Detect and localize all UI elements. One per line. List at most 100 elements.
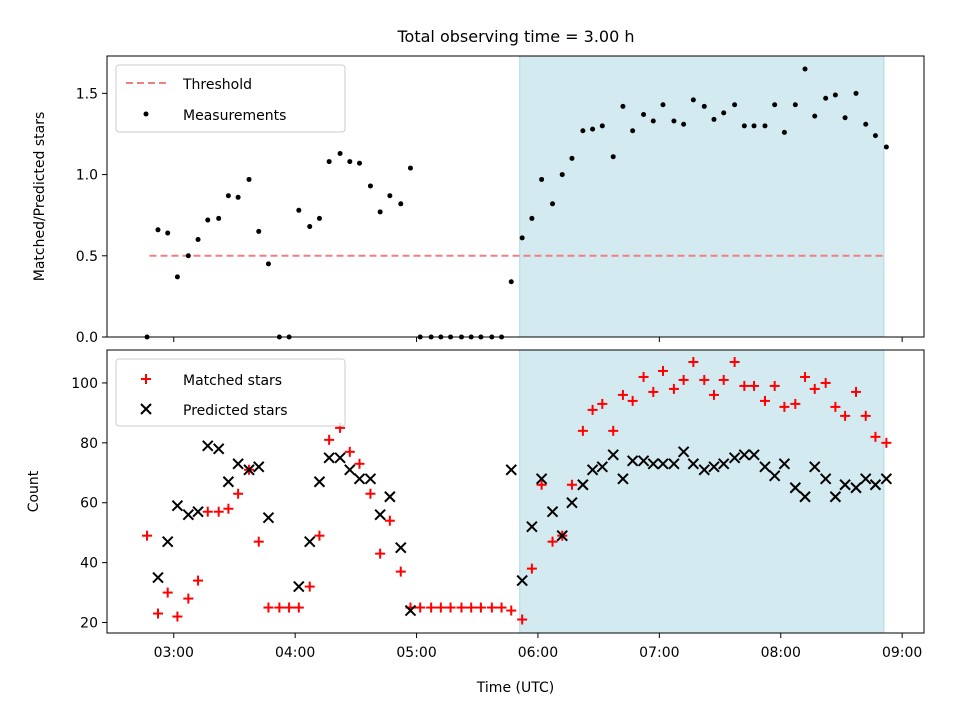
measurement-point [357,160,363,166]
measurement-point [165,230,171,236]
ratio-y-tick-label: 0.5 [76,249,98,265]
matched-star-point [608,425,619,436]
measurement-point [398,201,404,207]
ratio-legend-box [115,64,346,133]
predicted-star-point [586,464,599,476]
count-legend: Matched stars Predicted stars [115,358,346,427]
measurement-point [205,217,211,223]
matched-star-point [536,479,547,490]
matched-star-point [384,515,395,526]
matched-star-point [627,395,638,406]
measurement-point [610,154,616,160]
ratio-panel: 0.0 0.5 1.0 1.5 Matched/Predicted stars Thr… [32,55,925,346]
count-y-tick-label: 100 [71,376,98,392]
marker-stroke [839,479,851,491]
predicted-star-point [253,461,265,473]
count-x-tick-label: 07:00 [639,645,679,661]
matched-star-point [851,386,862,397]
predicted-star-point [617,473,629,485]
matched-star-point [699,374,710,385]
matched-star-point [344,446,355,457]
matched-star-point [456,602,467,613]
matched-star-point [648,386,659,397]
marker-stroke [607,449,619,461]
matched-star-point [466,602,477,613]
ratio-y-tick-label: 0.0 [76,330,98,346]
marker-stroke [657,458,669,470]
predicted-star-point [809,461,821,473]
predicted-star-point [748,449,760,461]
matched-star-point [547,536,558,547]
legend-matched-label: Matched stars [183,373,282,389]
marker-stroke [253,461,265,473]
matched-star-point [830,401,841,412]
matched-star-point [284,602,295,613]
measurement-point [316,215,322,221]
matched-star-point [152,608,163,619]
predicted-star-point [395,541,407,554]
matched-star-point [354,458,365,469]
measurement-point [216,215,222,221]
predicted-star-point [293,580,305,593]
predicted-star-point [161,535,174,548]
count-x-tick-label: 04:00 [275,645,315,661]
marker-stroke [860,473,872,485]
measurement-point [337,150,343,156]
matched-star-point [566,479,577,490]
measurement-point [377,209,383,215]
matched-star-point [183,593,194,604]
legend-predicted-label: Predicted stars [183,403,288,419]
marker-stroke [556,529,568,542]
marker-stroke [535,473,548,485]
count-x-tick-label: 06:00 [518,645,558,661]
measurement-point [580,128,586,134]
matched-star-point [526,563,537,574]
measurement-point [772,102,778,108]
marker-stroke [577,479,589,491]
legend-marker [141,374,151,384]
measurement-point [550,201,556,207]
marker-stroke [637,455,650,467]
matched-star-point [426,602,437,613]
marker-stroke [313,476,326,488]
predicted-star-point [728,452,741,464]
matched-star-point [213,506,224,517]
measurement-point [265,261,271,267]
marker-stroke [617,473,629,485]
chart-title: Total observing time = 3.00 h [396,27,634,46]
marker-stroke [293,580,305,593]
matched-star-point [142,530,153,541]
predicted-star-points [152,440,893,617]
marker-stroke [586,464,599,476]
legend-matched-swatch [141,374,151,384]
marker-stroke [647,458,659,470]
predicted-star-point [374,509,386,521]
marker-stroke [677,446,690,458]
predicted-star-point [860,473,872,485]
matched-star-point [496,602,507,613]
marker-stroke [344,464,356,476]
measurement-point [650,118,656,124]
measurement-point [812,113,818,119]
matched-star-point [769,380,780,391]
measurement-point [842,115,848,121]
matched-star-point [324,434,335,445]
count-y-tick-label: 40 [80,556,98,572]
measurement-point [235,194,241,200]
matched-star-point [445,602,456,613]
marker-stroke [171,500,184,512]
measurement-point [347,159,353,165]
measurement-point [681,121,687,127]
marker-stroke [819,473,832,485]
marker-stroke [698,464,710,476]
measurement-point [660,102,666,108]
predicted-star-point [182,509,195,521]
matched-star-point [395,566,406,577]
matched-star-point [435,602,446,613]
matched-star-point [820,377,831,388]
measurement-point [883,144,889,150]
measurement-point [853,90,859,96]
marker-stroke [748,449,760,461]
measurement-point [792,102,798,108]
marker-stroke [668,458,680,470]
